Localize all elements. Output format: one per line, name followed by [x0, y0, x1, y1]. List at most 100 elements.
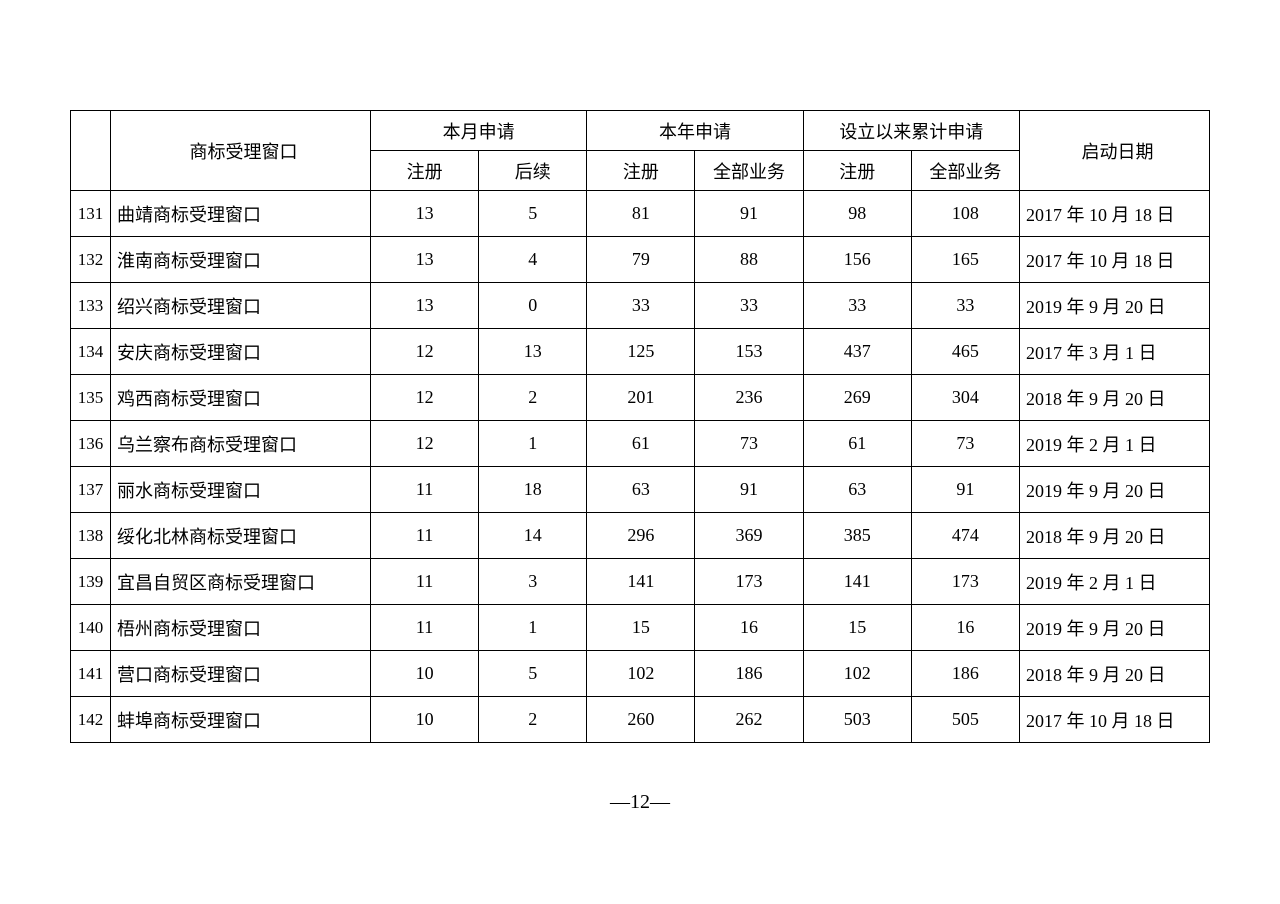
cell-idx: 134 — [71, 329, 111, 375]
cell-month-reg: 13 — [371, 283, 479, 329]
cell-idx: 136 — [71, 421, 111, 467]
cell-month-reg: 11 — [371, 559, 479, 605]
cell-cum-reg: 503 — [803, 697, 911, 743]
cell-cum-all: 108 — [911, 191, 1019, 237]
cell-cum-all: 186 — [911, 651, 1019, 697]
cell-year-reg: 201 — [587, 375, 695, 421]
header-year-group: 本年申请 — [587, 111, 803, 151]
cell-name: 丽水商标受理窗口 — [111, 467, 371, 513]
cell-month-followup: 13 — [479, 329, 587, 375]
cell-name: 绍兴商标受理窗口 — [111, 283, 371, 329]
cell-month-followup: 5 — [479, 651, 587, 697]
table-row: 131曲靖商标受理窗口1358191981082017 年 10 月 18 日 — [71, 191, 1210, 237]
cell-date: 2019 年 9 月 20 日 — [1020, 467, 1210, 513]
table-row: 140梧州商标受理窗口111151615162019 年 9 月 20 日 — [71, 605, 1210, 651]
cell-cum-reg: 15 — [803, 605, 911, 651]
table-row: 134安庆商标受理窗口12131251534374652017 年 3 月 1 … — [71, 329, 1210, 375]
cell-year-reg: 33 — [587, 283, 695, 329]
cell-month-reg: 10 — [371, 697, 479, 743]
cell-name: 宜昌自贸区商标受理窗口 — [111, 559, 371, 605]
table-row: 141营口商标受理窗口1051021861021862018 年 9 月 20 … — [71, 651, 1210, 697]
cell-idx: 133 — [71, 283, 111, 329]
cell-cum-reg: 61 — [803, 421, 911, 467]
cell-idx: 141 — [71, 651, 111, 697]
header-month-reg: 注册 — [371, 151, 479, 191]
cell-year-all: 236 — [695, 375, 803, 421]
cell-year-all: 91 — [695, 191, 803, 237]
cell-year-all: 186 — [695, 651, 803, 697]
table-row: 138绥化北林商标受理窗口11142963693854742018 年 9 月 … — [71, 513, 1210, 559]
cell-cum-reg: 63 — [803, 467, 911, 513]
cell-year-reg: 102 — [587, 651, 695, 697]
cell-cum-all: 505 — [911, 697, 1019, 743]
table-row: 136乌兰察布商标受理窗口121617361732019 年 2 月 1 日 — [71, 421, 1210, 467]
cell-year-reg: 15 — [587, 605, 695, 651]
cell-cum-all: 16 — [911, 605, 1019, 651]
cell-month-reg: 13 — [371, 191, 479, 237]
header-year-reg: 注册 — [587, 151, 695, 191]
cell-year-all: 73 — [695, 421, 803, 467]
table-body: 131曲靖商标受理窗口1358191981082017 年 10 月 18 日1… — [71, 191, 1210, 743]
cell-cum-all: 73 — [911, 421, 1019, 467]
cell-name: 营口商标受理窗口 — [111, 651, 371, 697]
cell-month-reg: 11 — [371, 513, 479, 559]
cell-name: 曲靖商标受理窗口 — [111, 191, 371, 237]
cell-cum-reg: 437 — [803, 329, 911, 375]
cell-name: 绥化北林商标受理窗口 — [111, 513, 371, 559]
cell-month-reg: 12 — [371, 375, 479, 421]
cell-name: 淮南商标受理窗口 — [111, 237, 371, 283]
cell-year-all: 173 — [695, 559, 803, 605]
cell-cum-reg: 102 — [803, 651, 911, 697]
cell-idx: 140 — [71, 605, 111, 651]
cell-date: 2018 年 9 月 20 日 — [1020, 651, 1210, 697]
header-month-followup: 后续 — [479, 151, 587, 191]
table-row: 142蚌埠商标受理窗口1022602625035052017 年 10 月 18… — [71, 697, 1210, 743]
cell-year-reg: 81 — [587, 191, 695, 237]
cell-month-followup: 1 — [479, 421, 587, 467]
cell-cum-reg: 33 — [803, 283, 911, 329]
cell-month-reg: 12 — [371, 329, 479, 375]
header-month-group: 本月申请 — [371, 111, 587, 151]
cell-month-followup: 5 — [479, 191, 587, 237]
cell-year-reg: 61 — [587, 421, 695, 467]
cell-year-reg: 296 — [587, 513, 695, 559]
cell-cum-reg: 98 — [803, 191, 911, 237]
page-number: —12— — [0, 791, 1280, 814]
table-row: 135鸡西商标受理窗口1222012362693042018 年 9 月 20 … — [71, 375, 1210, 421]
cell-cum-all: 474 — [911, 513, 1019, 559]
cell-name: 蚌埠商标受理窗口 — [111, 697, 371, 743]
cell-idx: 139 — [71, 559, 111, 605]
table-row: 137丽水商标受理窗口1118639163912019 年 9 月 20 日 — [71, 467, 1210, 513]
cell-cum-all: 173 — [911, 559, 1019, 605]
cell-date: 2019 年 2 月 1 日 — [1020, 421, 1210, 467]
cell-date: 2017 年 10 月 18 日 — [1020, 237, 1210, 283]
cell-cum-all: 91 — [911, 467, 1019, 513]
cell-idx: 138 — [71, 513, 111, 559]
cell-date: 2018 年 9 月 20 日 — [1020, 375, 1210, 421]
cell-month-followup: 4 — [479, 237, 587, 283]
cell-month-reg: 13 — [371, 237, 479, 283]
table-row: 132淮南商标受理窗口13479881561652017 年 10 月 18 日 — [71, 237, 1210, 283]
header-name: 商标受理窗口 — [111, 111, 371, 191]
table-row: 133绍兴商标受理窗口130333333332019 年 9 月 20 日 — [71, 283, 1210, 329]
cell-month-followup: 0 — [479, 283, 587, 329]
cell-year-reg: 125 — [587, 329, 695, 375]
cell-name: 梧州商标受理窗口 — [111, 605, 371, 651]
cell-cum-reg: 385 — [803, 513, 911, 559]
header-year-all: 全部业务 — [695, 151, 803, 191]
cell-name: 乌兰察布商标受理窗口 — [111, 421, 371, 467]
cell-cum-reg: 269 — [803, 375, 911, 421]
cell-idx: 137 — [71, 467, 111, 513]
cell-month-reg: 11 — [371, 467, 479, 513]
cell-year-reg: 141 — [587, 559, 695, 605]
header-cum-all: 全部业务 — [911, 151, 1019, 191]
cell-year-all: 91 — [695, 467, 803, 513]
cell-year-reg: 79 — [587, 237, 695, 283]
cell-date: 2017 年 10 月 18 日 — [1020, 697, 1210, 743]
cell-year-all: 369 — [695, 513, 803, 559]
cell-idx: 132 — [71, 237, 111, 283]
cell-date: 2019 年 9 月 20 日 — [1020, 283, 1210, 329]
cell-date: 2019 年 2 月 1 日 — [1020, 559, 1210, 605]
header-idx — [71, 111, 111, 191]
cell-year-all: 88 — [695, 237, 803, 283]
